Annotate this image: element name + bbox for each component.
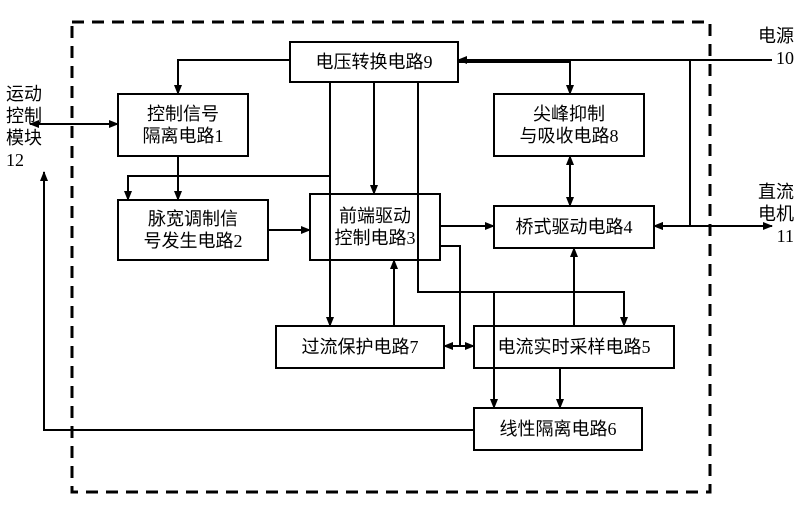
nodes-layer: 控制信号隔离电路1 脉宽调制信号发生电路2 前端驱动控制电路3 桥式驱动电路4 电流实时… bbox=[118, 42, 674, 450]
node-n8: 尖峰抑制与吸收电路8 bbox=[494, 94, 644, 156]
node-n6-label-0: 线性隔离电路6 bbox=[500, 419, 617, 439]
node-n8-label-1: 与吸收电路8 bbox=[520, 126, 619, 146]
edge-15 bbox=[440, 246, 474, 346]
node-n2-label-0: 脉宽调制信 bbox=[148, 209, 238, 229]
edge-6 bbox=[178, 60, 290, 94]
motion-control-module-line-2: 模块 bbox=[6, 128, 42, 148]
node-n7: 过流保护电路7 bbox=[276, 326, 444, 368]
node-n5-label-0: 电流实时采样电路5 bbox=[498, 337, 651, 357]
node-n5: 电流实时采样电路5 bbox=[474, 326, 674, 368]
node-n9-label-0: 电压转换电路9 bbox=[316, 52, 433, 72]
node-n4: 桥式驱动电路4 bbox=[494, 206, 654, 248]
node-n1-label-1: 隔离电路1 bbox=[143, 126, 224, 146]
node-n7-label-0: 过流保护电路7 bbox=[302, 337, 419, 357]
motion-control-module-line-0: 运动 bbox=[6, 84, 42, 104]
node-n3-label-0: 前端驱动 bbox=[339, 206, 411, 226]
dc-motor-line-2: 11 bbox=[777, 226, 794, 246]
node-n2: 脉宽调制信号发生电路2 bbox=[118, 200, 268, 260]
motion-control-module-line-3: 12 bbox=[6, 150, 24, 170]
node-n2-label-1: 号发生电路2 bbox=[144, 231, 243, 251]
dc-motor-line-0: 直流 bbox=[758, 182, 794, 202]
node-n4-label-0: 桥式驱动电路4 bbox=[516, 217, 633, 237]
power-supply-line-1: 10 bbox=[776, 48, 794, 68]
dc-motor-line-1: 电机 bbox=[758, 204, 794, 224]
node-n9: 电压转换电路9 bbox=[290, 42, 458, 82]
power-supply-line-0: 电源 bbox=[758, 26, 794, 46]
node-n1-label-0: 控制信号 bbox=[147, 104, 219, 124]
edge-12 bbox=[458, 62, 570, 94]
motion-control-module-line-1: 控制 bbox=[6, 106, 42, 126]
node-n1: 控制信号隔离电路1 bbox=[118, 94, 248, 156]
node-n8-label-0: 尖峰抑制 bbox=[533, 104, 605, 124]
edge-14 bbox=[654, 60, 690, 226]
node-n6: 线性隔离电路6 bbox=[474, 408, 642, 450]
node-n3-label-1: 控制电路3 bbox=[335, 228, 416, 248]
